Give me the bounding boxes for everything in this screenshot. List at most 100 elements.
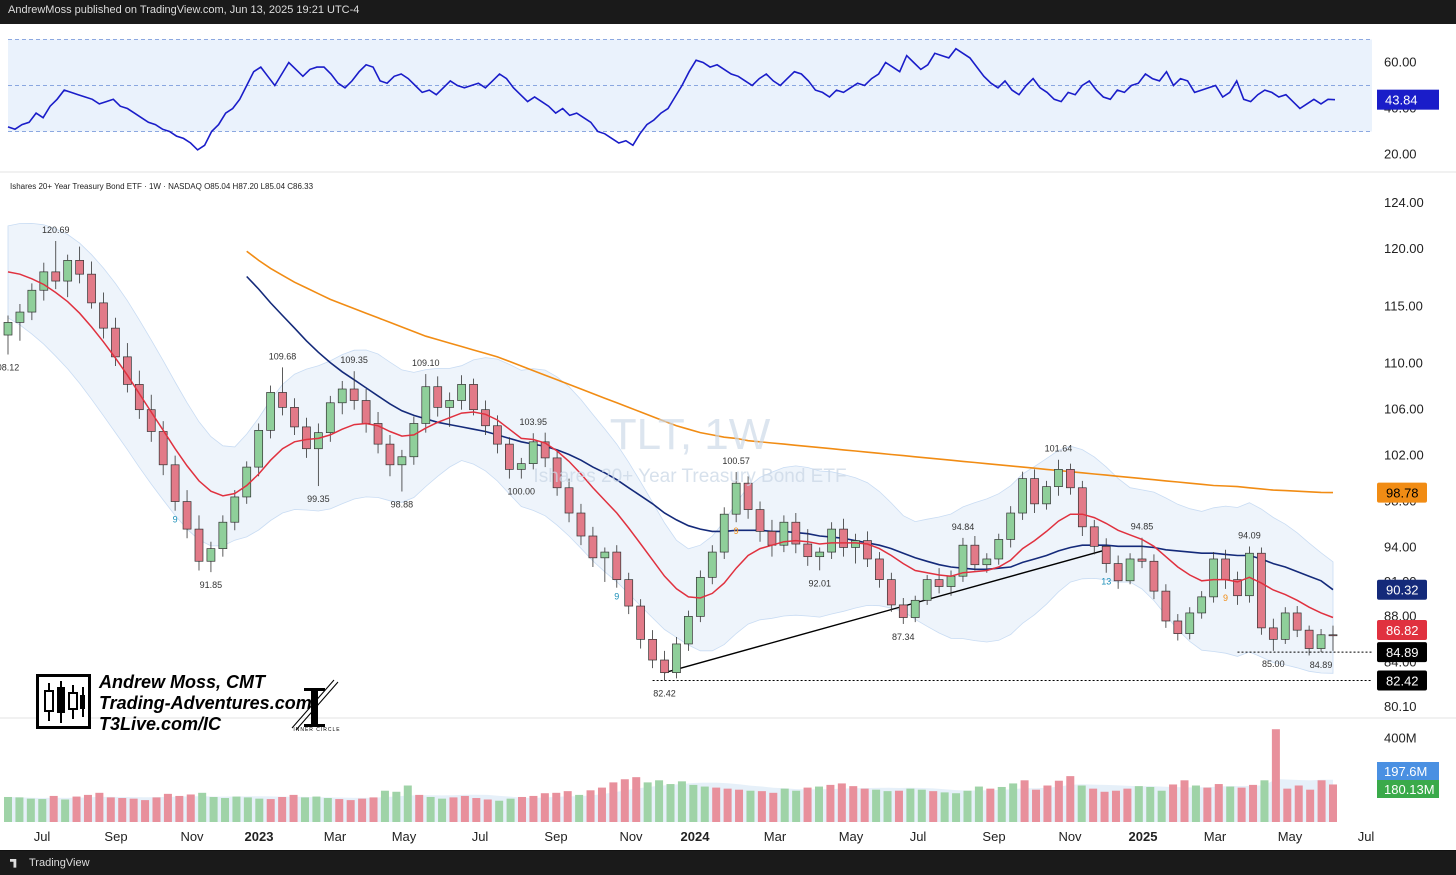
author-branding: Andrew Moss, CMT Trading-Adventures.com … bbox=[36, 672, 356, 742]
volume-bar bbox=[198, 792, 207, 822]
volume-bar bbox=[712, 787, 721, 822]
candle-body bbox=[194, 528, 204, 562]
candle-body bbox=[863, 540, 872, 560]
volume-bar bbox=[186, 794, 195, 822]
volume-bar bbox=[620, 779, 629, 822]
price-panel: 120.69 08.12 91.85 109.68 99.35 109.35 98.88 10… bbox=[0, 195, 1456, 719]
candle-body bbox=[910, 599, 920, 618]
volume-bar bbox=[1226, 786, 1235, 822]
candle-body bbox=[87, 273, 96, 304]
tradingview-logo-icon bbox=[10, 858, 17, 868]
td-count-mark: 9 bbox=[173, 515, 178, 525]
candle-body bbox=[576, 512, 586, 537]
author-link[interactable]: T3Live.com/IC bbox=[99, 714, 222, 734]
candle-body bbox=[731, 482, 741, 515]
published-bar: AndrewMoss published on TradingView.com,… bbox=[0, 0, 1456, 24]
candle-body bbox=[1173, 620, 1183, 634]
time-tick-label: Jul bbox=[910, 829, 927, 844]
time-tick-label: May bbox=[839, 829, 864, 844]
candle-body bbox=[469, 384, 478, 411]
volume-bar bbox=[300, 797, 309, 822]
volume-bar bbox=[175, 795, 184, 822]
volume-bar bbox=[278, 796, 287, 822]
volume-badge-label: 180.13M bbox=[1384, 782, 1435, 797]
candle-body bbox=[719, 513, 729, 553]
candle-body bbox=[170, 464, 180, 502]
td-count-mark: 13 bbox=[1101, 577, 1111, 587]
time-tick-label: May bbox=[1278, 829, 1303, 844]
volume-bar bbox=[415, 794, 424, 822]
volume-bar bbox=[472, 798, 481, 822]
volume-bar bbox=[1203, 787, 1212, 822]
volume-bar bbox=[335, 799, 344, 822]
volume-bar bbox=[1111, 790, 1120, 822]
candle-body bbox=[1245, 552, 1254, 597]
volume-bar bbox=[540, 793, 549, 822]
candle-body bbox=[886, 579, 896, 606]
volume-bar bbox=[746, 790, 755, 822]
volume-bar bbox=[255, 798, 264, 822]
volume-bar bbox=[803, 787, 812, 822]
candle-body bbox=[290, 407, 299, 428]
price-badge bbox=[1377, 482, 1427, 503]
rsi-line bbox=[7, 47, 1336, 151]
volume-bar bbox=[72, 796, 81, 822]
candle-body bbox=[75, 260, 84, 275]
bollinger-band bbox=[7, 222, 1334, 674]
time-tick-label: Mar bbox=[324, 829, 347, 844]
volume-bar bbox=[666, 784, 675, 822]
footer-bar: TradingView bbox=[0, 851, 1456, 875]
candle-body bbox=[27, 289, 37, 313]
candle-body bbox=[230, 496, 240, 523]
candle-body bbox=[182, 501, 192, 530]
candle-body bbox=[516, 463, 526, 470]
volume-bar bbox=[392, 791, 401, 822]
time-tick-label: Nov bbox=[180, 829, 204, 844]
volume-bar bbox=[518, 796, 527, 822]
price-annotation: 94.84 bbox=[952, 522, 975, 532]
volume-bar bbox=[1169, 784, 1178, 822]
watermark-name: Ishares 20+ Year Treasury Bond ETF bbox=[533, 466, 846, 487]
candle-body bbox=[922, 579, 932, 601]
volume-bar bbox=[38, 799, 47, 822]
volume-tick-label: 400M bbox=[1384, 731, 1417, 746]
candle-body bbox=[767, 531, 777, 546]
time-axis: Jul Sep Nov 2023 Mar May Jul Sep Nov 2024 Mar May Ju… bbox=[34, 829, 1375, 844]
candle-body bbox=[433, 386, 443, 408]
trendline bbox=[664, 549, 1107, 674]
volume-badge bbox=[1377, 780, 1439, 798]
candle-body bbox=[3, 322, 13, 336]
candle-body bbox=[946, 575, 956, 587]
volume-bar bbox=[380, 790, 389, 822]
price-annotation: 91.85 bbox=[200, 580, 223, 590]
candle-body bbox=[99, 302, 108, 329]
rsi-tick-label: 20.00 bbox=[1384, 147, 1417, 162]
volume-bar bbox=[358, 798, 367, 822]
candle-body bbox=[1197, 596, 1207, 614]
volume-bar bbox=[792, 790, 801, 822]
time-tick-label: Mar bbox=[764, 829, 787, 844]
candle-body bbox=[934, 579, 944, 587]
time-tick-label: 2023 bbox=[245, 829, 274, 844]
volume-bar bbox=[552, 792, 561, 822]
time-tick-label: 2024 bbox=[681, 829, 711, 844]
price-annotation: 82.42 bbox=[653, 688, 676, 698]
volume-bar bbox=[963, 790, 972, 822]
volume-bar bbox=[4, 796, 12, 822]
price-tick-label: 124.00 bbox=[1384, 195, 1424, 210]
volume-bar bbox=[735, 789, 744, 822]
candle-body bbox=[493, 425, 502, 445]
volume-bar bbox=[677, 781, 686, 822]
time-tick-label: Nov bbox=[619, 829, 643, 844]
volume-bar bbox=[1191, 785, 1200, 822]
candle-body bbox=[1137, 558, 1147, 562]
candle-body bbox=[684, 616, 693, 645]
candle-body bbox=[158, 431, 168, 466]
ema-long-line bbox=[246, 250, 1334, 494]
volume-bar bbox=[1066, 776, 1075, 822]
candle-body bbox=[600, 551, 610, 559]
candle-body bbox=[1018, 478, 1027, 514]
candle-body bbox=[1089, 526, 1099, 547]
time-tick-label: 2025 bbox=[1129, 829, 1158, 844]
